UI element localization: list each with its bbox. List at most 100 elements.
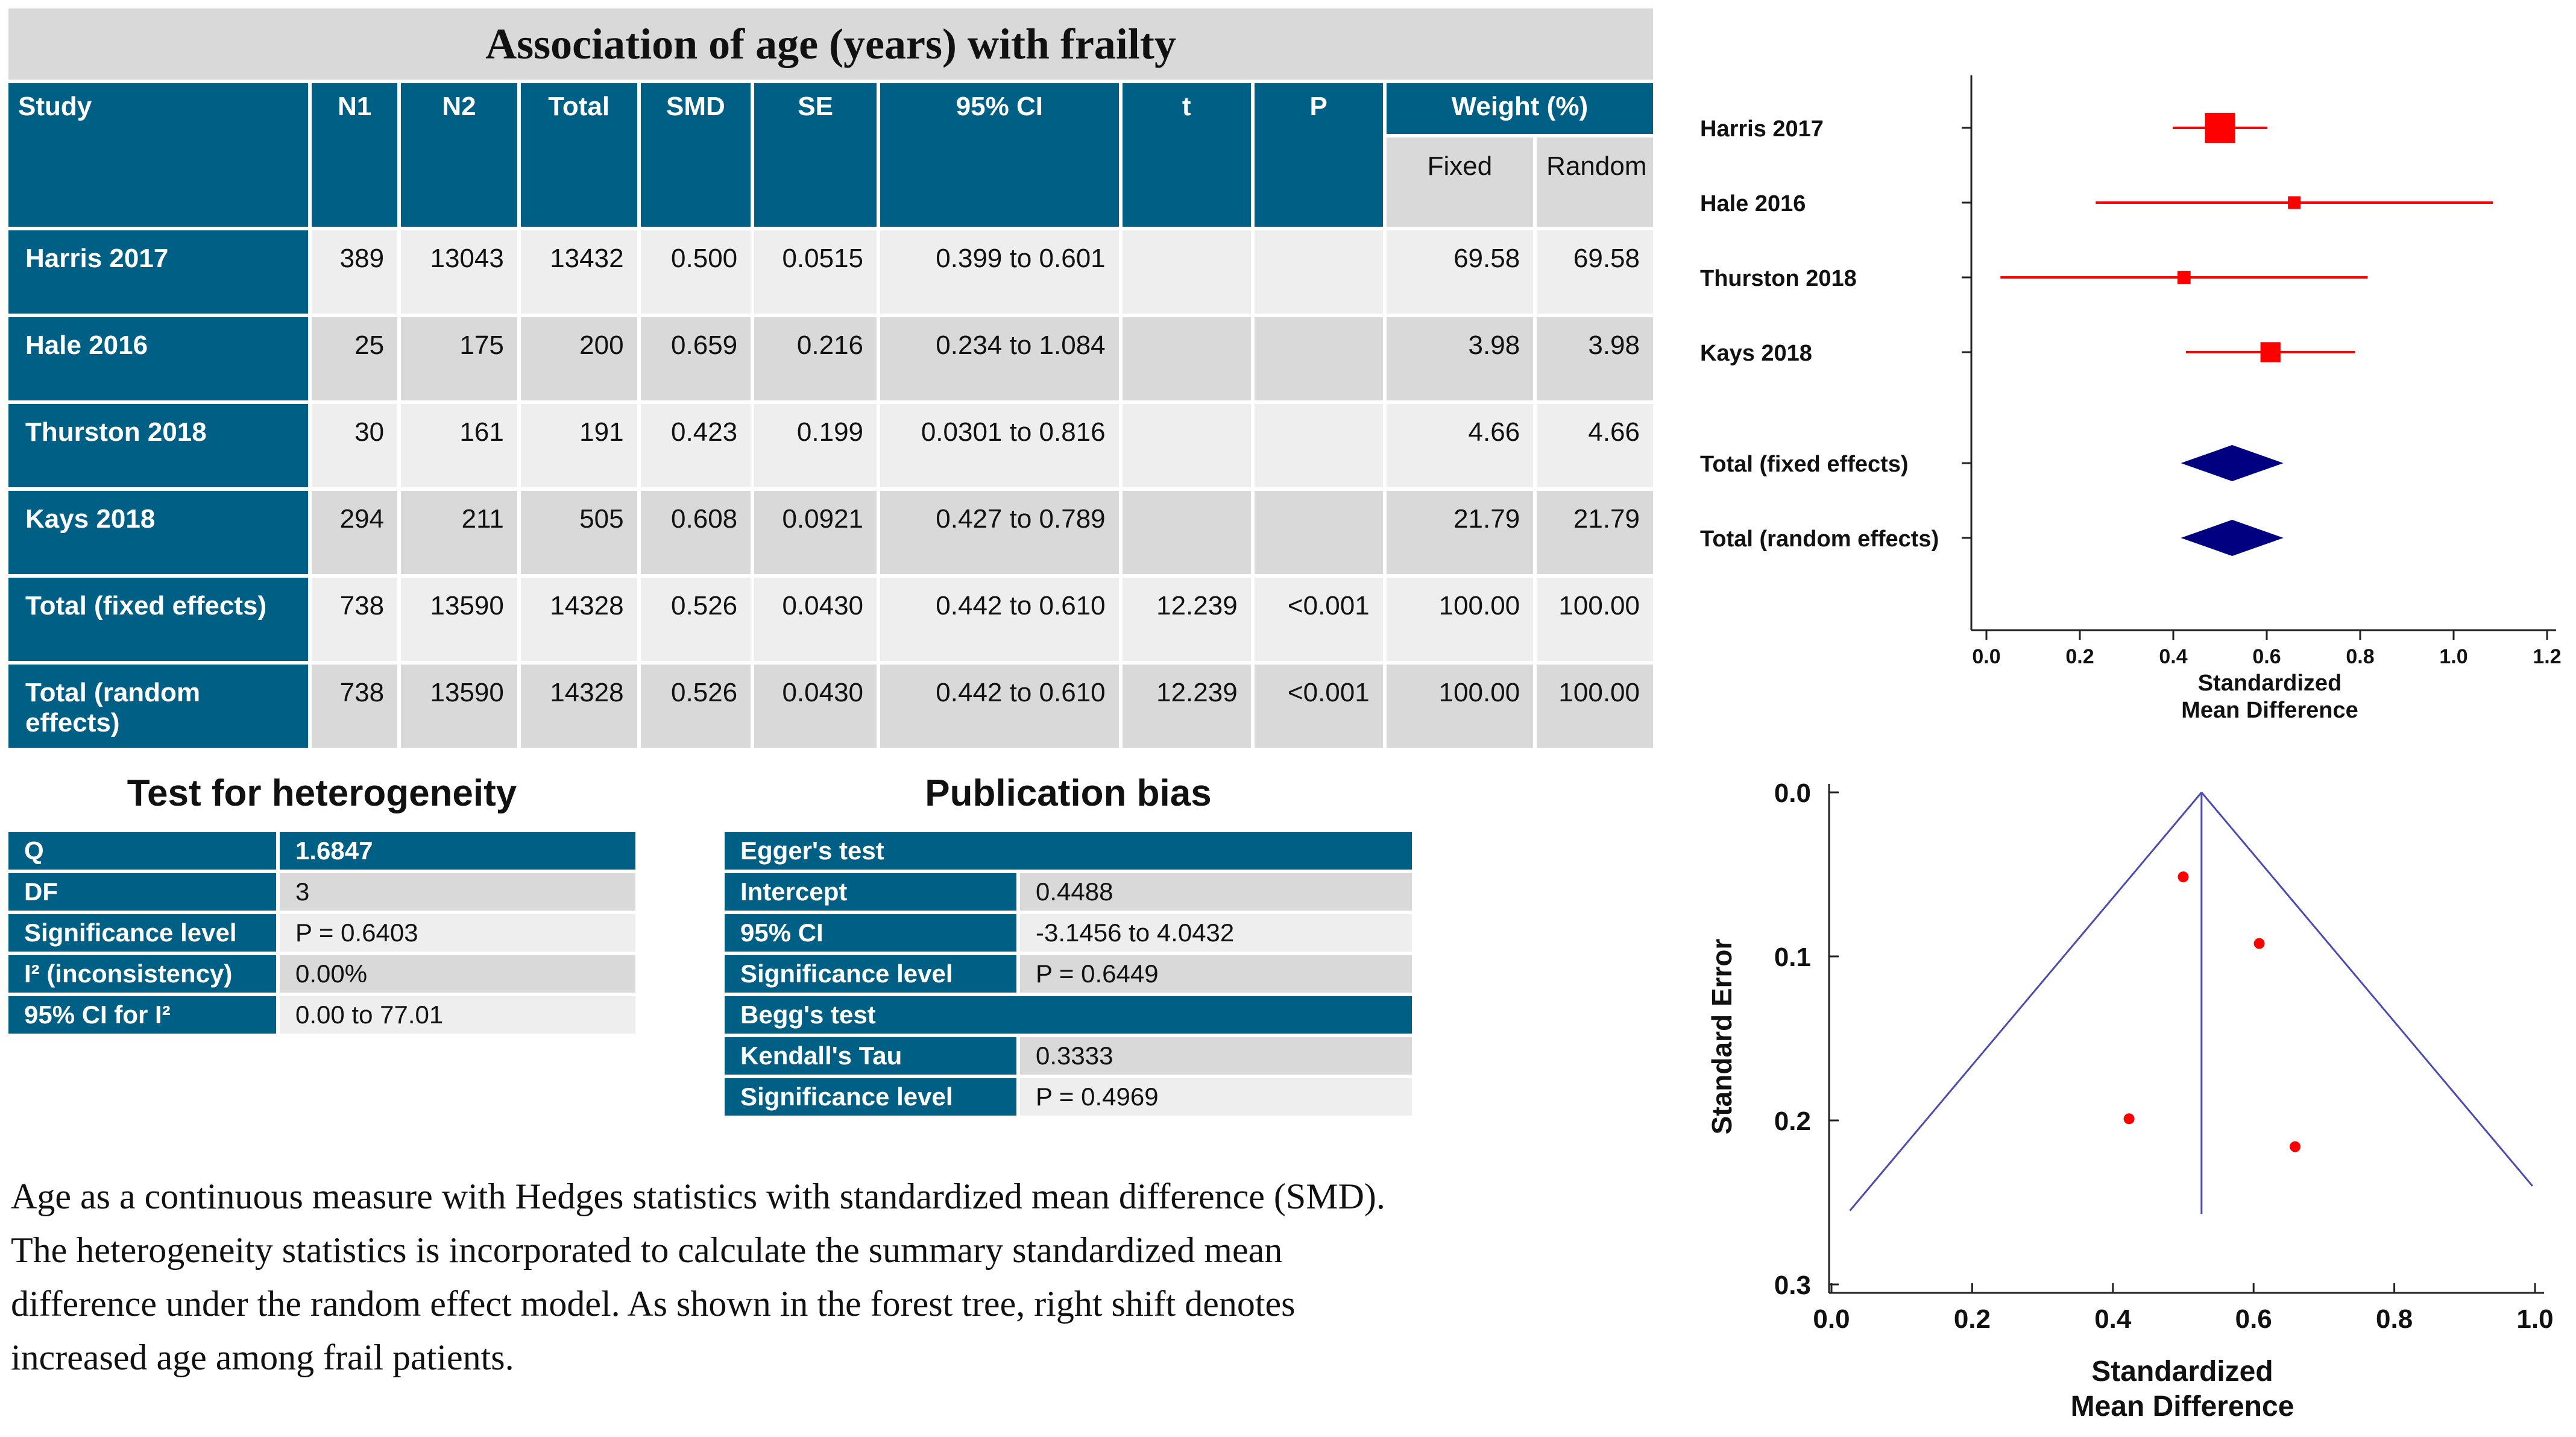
bias-key: Intercept bbox=[725, 873, 1020, 911]
table-row: Significance level P = 0.6449 bbox=[725, 955, 1412, 993]
bias-key: Significance level bbox=[725, 1078, 1020, 1116]
weight-fixed-cell: 69.58 bbox=[1386, 230, 1534, 314]
funnel-plot: 0.00.10.20.30.0 0.2 0.4 0.6 0.8 1.0 Standard … bbox=[1706, 779, 2554, 1423]
forest-x-tick-label: 0.4 bbox=[2159, 645, 2187, 668]
forest-study-label: Harris 2017 bbox=[1700, 116, 1824, 142]
se-cell: 0.0515 bbox=[754, 230, 877, 314]
funnel-y-tick-label: 0.3 bbox=[1774, 1271, 1811, 1300]
forest-x-tick-label: 0.6 bbox=[2252, 645, 2281, 668]
ci-cell: 0.0301 to 0.816 bbox=[880, 404, 1119, 487]
study-table: Study N1 N2 Total SMD SE 95% CI t P Weig… bbox=[5, 80, 1657, 751]
total-cell: 191 bbox=[520, 404, 637, 487]
funnel-right-line bbox=[2200, 792, 2533, 1187]
funnel-y-tick-label: 0.2 bbox=[1774, 1107, 1811, 1136]
col-study: Study bbox=[8, 83, 309, 227]
study-name: Total (random effects) bbox=[8, 665, 309, 748]
caption-line: increased age among frail patients. bbox=[11, 1338, 514, 1377]
bias-value: P = 0.4969 bbox=[1020, 1078, 1412, 1116]
het-value: 1.6847 bbox=[280, 832, 635, 870]
weight-random-cell: 3.98 bbox=[1537, 317, 1653, 400]
table-row: Q 1.6847 bbox=[8, 832, 635, 870]
forest-x-tick-label: 0.2 bbox=[2065, 645, 2094, 668]
bias-key: Significance level bbox=[725, 955, 1020, 993]
forest-study-label: Kays 2018 bbox=[1700, 341, 1812, 366]
forest-plot: Harris 2017 Hale 2016 Thurston 2018 Kays 20… bbox=[1700, 75, 2562, 723]
table-title: Association of age (years) with frailty bbox=[8, 8, 1653, 80]
funnel-left-line bbox=[1849, 792, 2202, 1211]
weight-fixed-cell: 3.98 bbox=[1386, 317, 1534, 400]
p-cell bbox=[1254, 230, 1383, 314]
n2-cell: 13590 bbox=[401, 578, 517, 661]
weight-fixed-cell: 100.00 bbox=[1386, 578, 1534, 661]
study-name: Total (fixed effects) bbox=[8, 578, 309, 661]
forest-total-label: Total (fixed effects) bbox=[1700, 452, 1909, 477]
se-cell: 0.0430 bbox=[754, 578, 877, 661]
het-value: 0.00 to 77.01 bbox=[280, 996, 635, 1034]
n2-cell: 161 bbox=[401, 404, 517, 487]
forest-study-marker bbox=[2177, 271, 2191, 284]
table-row: Intercept 0.4488 bbox=[725, 873, 1412, 911]
table-row: Total (random effects) 738 13590 14328 0… bbox=[8, 665, 1653, 748]
n1-cell: 738 bbox=[312, 578, 398, 661]
table-row: 95% CI -3.1456 to 4.0432 bbox=[725, 914, 1412, 952]
total-cell: 13432 bbox=[520, 230, 637, 314]
weight-random-cell: 100.00 bbox=[1537, 578, 1653, 661]
funnel-study-point bbox=[2253, 938, 2265, 949]
t-cell bbox=[1122, 230, 1251, 314]
heterogeneity-table: Q 1.6847 DF 3 Significance level P = 0.6… bbox=[8, 829, 635, 1037]
caption-line: The heterogeneity statistics is incorpor… bbox=[11, 1230, 1283, 1270]
egger-header: Egger's test bbox=[725, 832, 1412, 870]
publication-bias-title: Publication bias bbox=[925, 772, 1212, 814]
weight-fixed-cell: 21.79 bbox=[1386, 491, 1534, 574]
forest-x-tick-label: 1.2 bbox=[2533, 645, 2561, 668]
forest-xlabel: Standardized bbox=[2198, 671, 2342, 696]
funnel-xlabel: Mean Difference bbox=[2071, 1391, 2294, 1423]
table-row: DF 3 bbox=[8, 873, 635, 911]
weight-random-cell: 4.66 bbox=[1537, 404, 1653, 487]
table-row: Harris 2017 389 13043 13432 0.500 0.0515… bbox=[8, 230, 1653, 314]
table-row: Hale 2016 25 175 200 0.659 0.216 0.234 t… bbox=[8, 317, 1653, 400]
p-cell bbox=[1254, 404, 1383, 487]
p-cell bbox=[1254, 491, 1383, 574]
p-cell: <0.001 bbox=[1254, 578, 1383, 661]
bias-value: 0.4488 bbox=[1020, 873, 1412, 911]
table-row: Total (fixed effects) 738 13590 14328 0.… bbox=[8, 578, 1653, 661]
p-cell bbox=[1254, 317, 1383, 400]
forest-summary-diamond bbox=[2181, 520, 2284, 556]
table-row: Kendall's Tau 0.3333 bbox=[725, 1037, 1412, 1075]
n1-cell: 30 bbox=[312, 404, 398, 487]
se-cell: 0.0430 bbox=[754, 665, 877, 748]
table-row: Begg's test bbox=[725, 996, 1412, 1034]
funnel-study-point bbox=[2123, 1113, 2135, 1125]
col-weight: Weight (%) bbox=[1386, 83, 1653, 134]
funnel-x-tick-label: 1.0 bbox=[2516, 1304, 2553, 1334]
smd-cell: 0.659 bbox=[640, 317, 751, 400]
begg-header: Begg's test bbox=[725, 996, 1412, 1034]
forest-study-marker bbox=[2288, 196, 2301, 209]
ci-cell: 0.399 to 0.601 bbox=[880, 230, 1119, 314]
forest-xlabel: Mean Difference bbox=[2181, 698, 2358, 723]
forest-x-tick-label: 1.0 bbox=[2439, 645, 2467, 668]
bias-value: -3.1456 to 4.0432 bbox=[1020, 914, 1412, 952]
col-weight-fixed: Fixed bbox=[1386, 137, 1534, 227]
smd-cell: 0.526 bbox=[640, 578, 751, 661]
figure-caption: Age as a continuous measure with Hedges … bbox=[11, 1170, 1639, 1385]
caption-line: Age as a continuous measure with Hedges … bbox=[11, 1176, 1385, 1216]
funnel-y-tick-label: 0.0 bbox=[1774, 779, 1811, 808]
forest-study-marker bbox=[2260, 342, 2281, 362]
funnel-x-tick-label: 0.0 bbox=[1813, 1304, 1850, 1334]
t-cell bbox=[1122, 317, 1251, 400]
ci-cell: 0.442 to 0.610 bbox=[880, 665, 1119, 748]
funnel-x-tick-label: 0.6 bbox=[2235, 1304, 2272, 1334]
table-row: Egger's test bbox=[725, 832, 1412, 870]
se-cell: 0.199 bbox=[754, 404, 877, 487]
n1-cell: 389 bbox=[312, 230, 398, 314]
het-value: 0.00% bbox=[280, 955, 635, 993]
table-row: Significance level P = 0.6403 bbox=[8, 914, 635, 952]
funnel-x-tick-label: 0.8 bbox=[2376, 1304, 2413, 1334]
col-total: Total bbox=[520, 83, 637, 227]
het-key: Q bbox=[8, 832, 280, 870]
n1-cell: 294 bbox=[312, 491, 398, 574]
het-key: I² (inconsistency) bbox=[8, 955, 280, 993]
weight-random-cell: 69.58 bbox=[1537, 230, 1653, 314]
